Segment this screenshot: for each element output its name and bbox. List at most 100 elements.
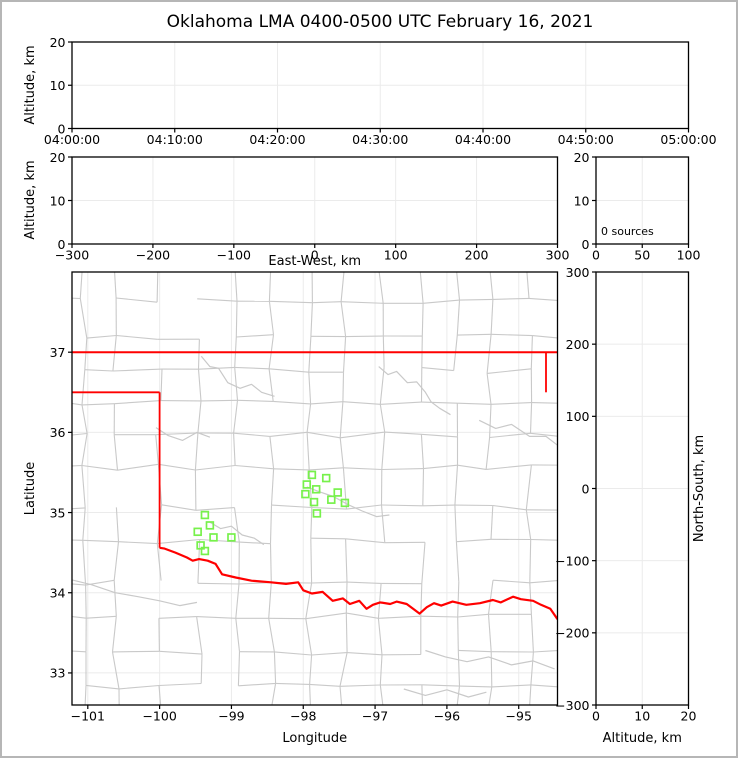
- county-border-segment: [50, 298, 51, 337]
- county-border-segment: [268, 618, 275, 652]
- station-markers: [193, 470, 350, 556]
- county-border-segment: [490, 299, 494, 335]
- county-border-segment: [491, 684, 531, 688]
- map-content: [49, 227, 603, 722]
- county-border-segment: [114, 400, 161, 405]
- county-border-segment: [455, 541, 460, 582]
- county-border-segment: [381, 504, 423, 507]
- county-border-segment: [79, 272, 83, 299]
- county-border-segment: [345, 582, 348, 614]
- county-border-segment: [600, 298, 603, 333]
- county-border-segment: [195, 464, 236, 471]
- county-border-segment: [600, 539, 602, 582]
- county-border-segment: [197, 369, 202, 401]
- county-border-segment: [458, 649, 492, 653]
- county-border-segment: [525, 464, 532, 510]
- county-border-segment: [489, 404, 492, 438]
- county-border-segment: [385, 720, 423, 722]
- county-border-segment: [235, 618, 241, 652]
- county-border-segment: [601, 369, 603, 405]
- county-border-segment: [268, 272, 272, 302]
- x-tick-label: 20: [681, 709, 697, 724]
- county-border-segment: [454, 227, 490, 230]
- county-border-segment: [158, 616, 197, 619]
- county-border-segment: [343, 467, 382, 471]
- county-border-segment: [420, 615, 458, 618]
- county-border-segment: [233, 433, 236, 466]
- county-border-segment: [269, 300, 313, 304]
- county-border-segment: [238, 227, 274, 229]
- county-border-segment: [342, 467, 348, 510]
- county-border-segment: [568, 510, 569, 540]
- x-tick-label: −100: [142, 709, 176, 724]
- county-border-segment: [112, 335, 117, 372]
- county-border-segment: [454, 230, 456, 263]
- y-tick-label: 300: [566, 265, 590, 280]
- county-border-segment: [457, 464, 487, 470]
- county-border-segment: [530, 432, 558, 437]
- county-border-segment: [159, 650, 203, 655]
- county-border-segment: [489, 272, 494, 300]
- county-border-segment: [486, 373, 492, 405]
- county-border-segment: [200, 399, 238, 402]
- county-border-segment: [423, 464, 458, 470]
- county-border-segment: [492, 297, 530, 300]
- county-border-segment: [158, 618, 160, 652]
- county-border-segment: [570, 436, 602, 438]
- x-tick-label: 200: [465, 248, 489, 263]
- county-border-segment: [419, 262, 455, 264]
- station-marker: [227, 533, 236, 542]
- county-border-segment: [49, 614, 53, 650]
- county-border-segment: [236, 334, 274, 338]
- county-border-segment: [454, 505, 457, 542]
- county-border-segment: [421, 542, 426, 584]
- county-border-segment: [339, 652, 348, 687]
- y-tick-label: 36: [50, 425, 66, 440]
- county-border-segment: [601, 581, 602, 615]
- county-border-segment: [269, 505, 273, 544]
- county-border-segment: [273, 651, 277, 684]
- county-border-segment: [421, 401, 458, 404]
- x-tick-label: 100: [677, 248, 701, 263]
- y-tick-label: −300: [555, 698, 589, 713]
- county-border-segment: [568, 650, 569, 688]
- county-border-segment: [156, 272, 159, 303]
- county-border-segment: [113, 541, 120, 581]
- county-border-segment: [598, 505, 599, 539]
- x-tick-label: 05:00:00: [660, 132, 716, 147]
- county-border-segment: [116, 334, 158, 340]
- y-tick-label: 10: [50, 78, 66, 93]
- county-border-segment: [197, 298, 238, 302]
- county-border-segment: [308, 336, 312, 373]
- county-border-segment: [158, 685, 162, 705]
- x-tick-label: 50: [634, 248, 650, 263]
- county-border-segment: [340, 272, 345, 302]
- state-border-red-river: [159, 546, 558, 620]
- river-gray: [155, 427, 211, 441]
- county-border-segment: [112, 650, 160, 653]
- county-border-segment: [274, 229, 308, 232]
- y-tick-label: 0: [582, 237, 590, 252]
- county-border-segment: [384, 431, 422, 435]
- county-border-segment: [529, 684, 532, 705]
- county-border-segment: [49, 370, 53, 400]
- x-tick-label: −97: [362, 709, 388, 724]
- x-tick-label: 0: [311, 248, 319, 263]
- county-border-segment: [72, 650, 87, 653]
- x-tick-label: 04:10:00: [147, 132, 203, 147]
- county-border-segment: [339, 401, 344, 438]
- county-border-segment: [81, 404, 88, 434]
- county-border-segment: [341, 301, 384, 304]
- station-marker: [311, 485, 321, 494]
- county-border-segment: [50, 540, 51, 583]
- county-border-segment: [529, 582, 532, 615]
- y-tick-label: 0: [582, 481, 590, 496]
- county-border-segment: [491, 227, 529, 233]
- county-border-segment: [161, 504, 196, 511]
- x-tick-label: 0: [592, 709, 600, 724]
- county-border-segment: [342, 401, 381, 405]
- county-border-segment: [273, 468, 310, 471]
- map-xlabel: Longitude: [282, 731, 347, 746]
